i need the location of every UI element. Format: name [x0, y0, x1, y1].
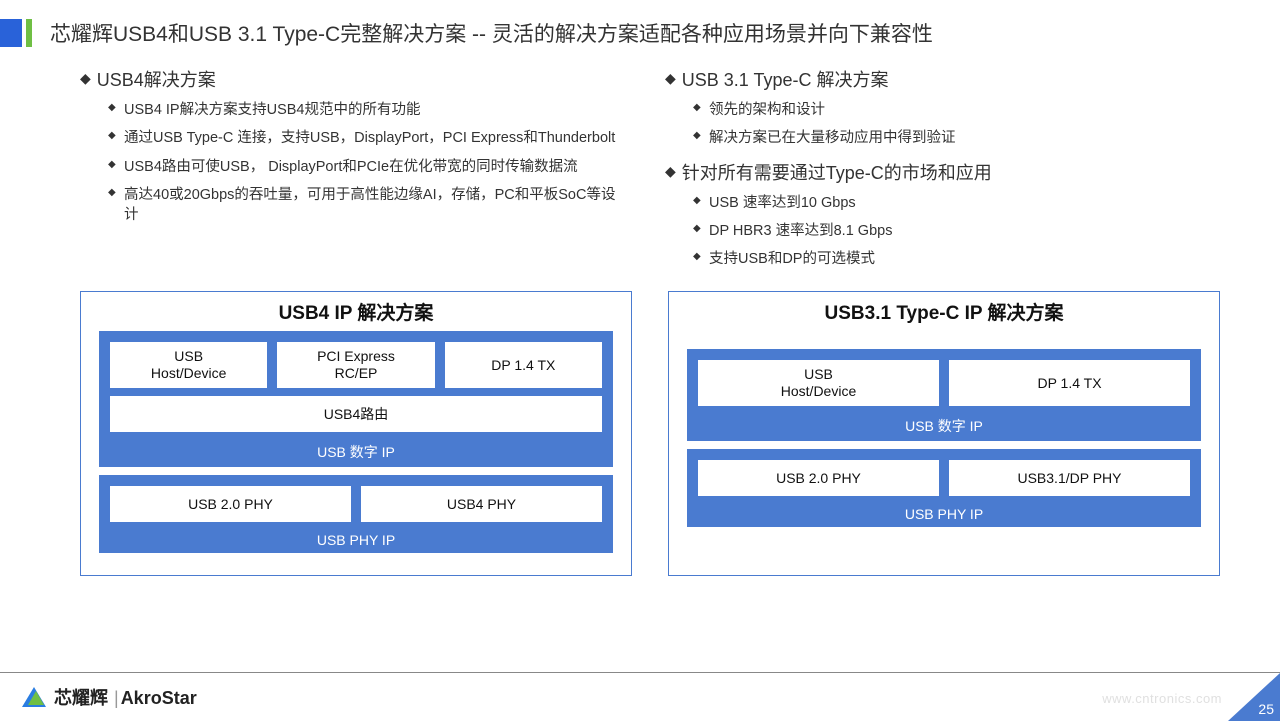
panel-title: USB3.1 Type-C IP 解决方案	[687, 298, 1201, 325]
caption-digital: USB 数字 IP	[698, 414, 1190, 436]
box-usb31-phy: USB3.1/DP PHY	[949, 460, 1190, 496]
right-heading-2: 针对所有需要通过Type-C的市场和应用	[665, 159, 1210, 185]
logo: 芯耀辉|AkroStar	[22, 684, 197, 710]
left-heading: USB4解决方案	[80, 66, 625, 92]
logo-icon	[22, 687, 46, 707]
right-column: USB 3.1 Type-C 解决方案 领先的架构和设计 解决方案已在大量移动应…	[665, 66, 1210, 279]
box-usb2-phy: USB 2.0 PHY	[698, 460, 939, 496]
logo-text: 芯耀辉|AkroStar	[54, 684, 197, 710]
phy-ip-box: USB 2.0 PHY USB3.1/DP PHY USB PHY IP	[687, 449, 1201, 527]
box-dp: DP 1.4 TX	[949, 360, 1190, 406]
accent-green	[26, 19, 32, 47]
list-item: USB 速率达到10 Gbps	[693, 193, 1210, 213]
box-usb-host: USB Host/Device	[698, 360, 939, 406]
content-columns: USB4解决方案 USB4 IP解决方案支持USB4规范中的所有功能 通过USB…	[0, 66, 1280, 279]
list-item: USB4路由可使USB， DisplayPort和PCIe在优化带宽的同时传输数…	[108, 157, 625, 177]
page-number-corner: 25	[1228, 673, 1280, 721]
left-list: USB4 IP解决方案支持USB4规范中的所有功能 通过USB Type-C 连…	[80, 100, 625, 225]
usb31-diagram: USB3.1 Type-C IP 解决方案 USB Host/Device DP…	[668, 291, 1220, 576]
right-heading-1: USB 3.1 Type-C 解决方案	[665, 66, 1210, 92]
list-item: 领先的架构和设计	[693, 100, 1210, 120]
slide-header: 芯耀辉USB4和USB 3.1 Type-C完整解决方案 -- 灵活的解决方案适…	[0, 0, 1280, 66]
list-item: 通过USB Type-C 连接，支持USB，DisplayPort，PCI Ex…	[108, 128, 625, 148]
list-item: DP HBR3 速率达到8.1 Gbps	[693, 221, 1210, 241]
accent-block	[0, 19, 22, 47]
caption-phy: USB PHY IP	[110, 530, 602, 548]
list-item: USB4 IP解决方案支持USB4规范中的所有功能	[108, 100, 625, 120]
box-dp: DP 1.4 TX	[445, 342, 602, 388]
caption-digital: USB 数字 IP	[110, 440, 602, 462]
page-number: 25	[1258, 701, 1274, 717]
list-item: 解决方案已在大量移动应用中得到验证	[693, 128, 1210, 148]
slide-footer: 芯耀辉|AkroStar 25	[0, 672, 1280, 720]
box-usb4-phy: USB4 PHY	[361, 486, 602, 522]
box-usb2-phy: USB 2.0 PHY	[110, 486, 351, 522]
caption-phy: USB PHY IP	[698, 504, 1190, 522]
box-pcie: PCI Express RC/EP	[277, 342, 434, 388]
phy-ip-box: USB 2.0 PHY USB4 PHY USB PHY IP	[99, 475, 613, 553]
usb4-diagram: USB4 IP 解决方案 USB Host/Device PCI Express…	[80, 291, 632, 576]
list-item: 支持USB和DP的可选模式	[693, 249, 1210, 269]
list-item: 高达40或20Gbps的吞吐量，可用于高性能边缘AI，存储，PC和平板SoC等设…	[108, 185, 625, 226]
box-usb4-router: USB4路由	[110, 396, 602, 432]
panel-title: USB4 IP 解决方案	[99, 298, 613, 325]
right-list-1: 领先的架构和设计 解决方案已在大量移动应用中得到验证	[665, 100, 1210, 149]
diagram-row: USB4 IP 解决方案 USB Host/Device PCI Express…	[0, 279, 1280, 576]
right-list-2: USB 速率达到10 Gbps DP HBR3 速率达到8.1 Gbps 支持U…	[665, 193, 1210, 270]
left-column: USB4解决方案 USB4 IP解决方案支持USB4规范中的所有功能 通过USB…	[80, 66, 625, 279]
digital-ip-box: USB Host/Device DP 1.4 TX USB 数字 IP	[687, 349, 1201, 441]
slide-title: 芯耀辉USB4和USB 3.1 Type-C完整解决方案 -- 灵活的解决方案适…	[50, 18, 933, 48]
digital-ip-box: USB Host/Device PCI Express RC/EP DP 1.4…	[99, 331, 613, 467]
box-usb-host: USB Host/Device	[110, 342, 267, 388]
